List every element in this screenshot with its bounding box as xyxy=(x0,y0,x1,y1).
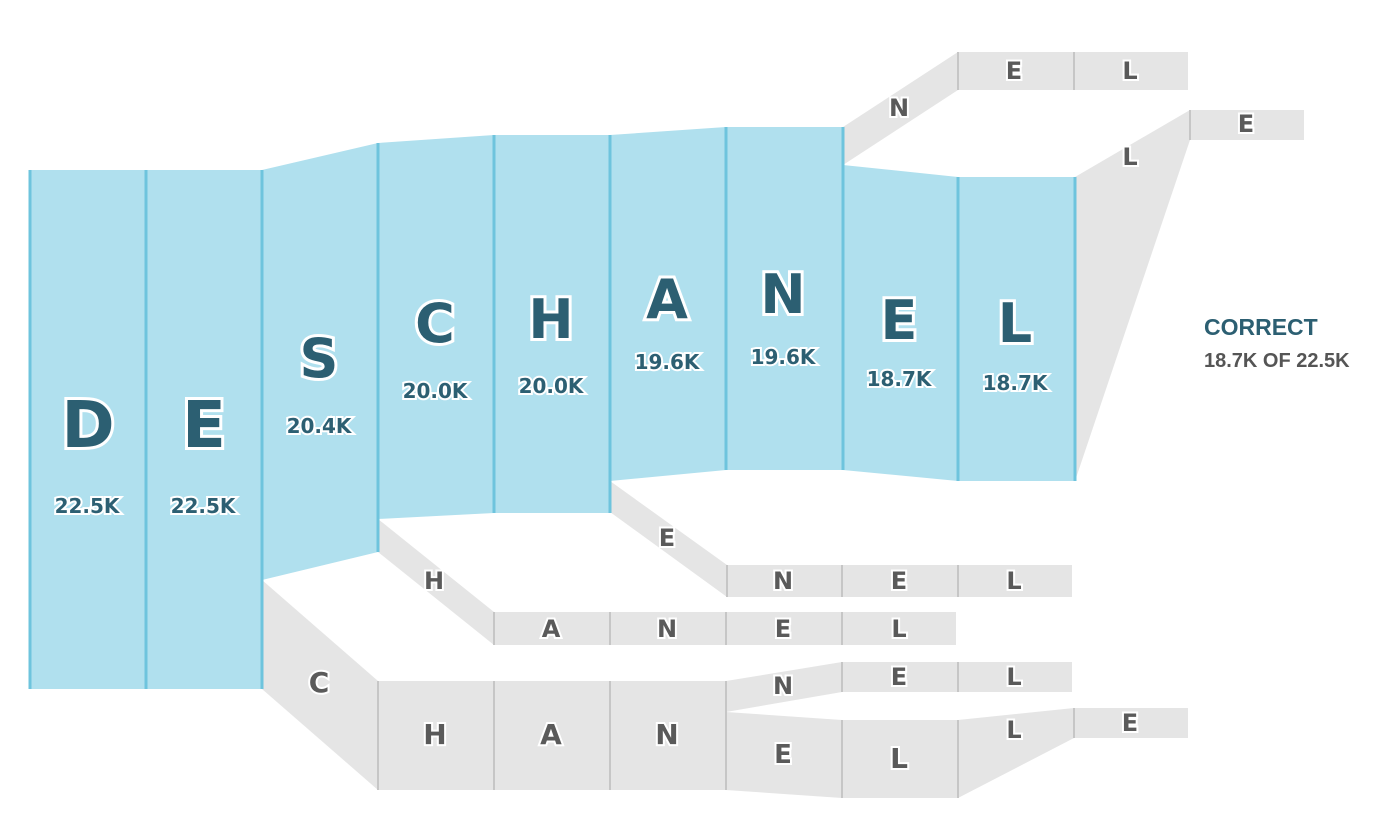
err-h-branch-h: H xyxy=(424,567,444,595)
flow-top-n xyxy=(843,52,958,165)
node-correct-a xyxy=(610,127,726,481)
flow-c-n-sub xyxy=(726,662,842,712)
letter-d: D xyxy=(61,389,114,463)
err-c-branch-c: C xyxy=(309,666,330,699)
count-s: 20.4K xyxy=(287,414,353,438)
count-a: 19.6K xyxy=(635,350,701,374)
node-h-branch-a xyxy=(494,612,610,645)
node-correct-d xyxy=(30,170,146,689)
count-e: 22.5K xyxy=(171,494,237,518)
letter-e2: E xyxy=(881,289,918,352)
err-top-l-e: E xyxy=(1238,110,1254,138)
err-c-branch-a: A xyxy=(540,718,562,751)
count-h: 20.0K xyxy=(519,374,585,398)
err-top-l: L xyxy=(1122,143,1137,171)
legend-title: CORRECT xyxy=(1204,314,1318,340)
err-h-branch-l: L xyxy=(891,615,906,643)
flow-top-l xyxy=(1075,110,1190,481)
letter-l: L xyxy=(998,292,1032,355)
count-e2: 18.7K xyxy=(867,367,933,391)
letter-c: C xyxy=(415,292,455,355)
err-top-n-e: E xyxy=(1006,57,1022,85)
error-flows xyxy=(262,52,1304,798)
letter-n: N xyxy=(760,263,805,326)
err-e-branch-e: E xyxy=(659,524,675,552)
err-h-branch-a: A xyxy=(542,615,561,643)
node-correct-e2 xyxy=(843,165,958,481)
err-e-branch-e2: E xyxy=(891,567,907,595)
err-e-branch-l: L xyxy=(1006,567,1021,595)
node-h-branch-e xyxy=(726,612,842,645)
err-c-e-e2: E xyxy=(1122,709,1138,737)
flow-c-e-sub xyxy=(726,712,842,798)
node-h-branch-l xyxy=(842,612,956,645)
node-c-e-e xyxy=(1074,708,1188,738)
correct-letters: D E S C H A N E L xyxy=(58,260,1035,466)
node-correct-n xyxy=(726,127,843,470)
node-correct-l xyxy=(958,177,1075,481)
node-top-n-e xyxy=(958,52,1074,90)
err-c-n-n: N xyxy=(773,672,793,700)
flow-e-branch xyxy=(610,481,727,597)
error-letters: N E L L E E N E L H A N E L C H A N N E … xyxy=(307,55,1256,777)
legend-subtitle: 18.7K OF 22.5K xyxy=(1204,350,1350,372)
correct-flow xyxy=(30,127,1075,689)
node-top-l-e xyxy=(1190,110,1304,140)
count-d: 22.5K xyxy=(55,494,121,518)
flow-h-branch xyxy=(378,519,494,645)
err-c-e-l: L xyxy=(890,742,908,775)
count-c: 20.0K xyxy=(403,379,469,403)
letter-e: E xyxy=(182,389,226,463)
err-c-n-l: L xyxy=(1006,663,1021,691)
err-h-branch-e: E xyxy=(775,615,791,643)
letter-h: H xyxy=(528,288,573,351)
err-c-e-e: E xyxy=(774,740,792,770)
flow-c-e-l xyxy=(842,720,958,798)
node-c-n-l xyxy=(958,662,1072,692)
correct-counts: 22.5K 22.5K 20.4K 20.0K 20.0K 19.6K 19.6… xyxy=(53,343,1051,520)
letter-a: A xyxy=(646,268,688,331)
node-top-n-l xyxy=(1074,52,1188,90)
flow-c-branch xyxy=(262,580,378,790)
err-top-n-l: L xyxy=(1122,57,1137,85)
node-e-branch-l xyxy=(958,565,1072,597)
node-correct-h xyxy=(494,135,610,513)
node-c-branch-n xyxy=(610,681,726,790)
count-n: 19.6K xyxy=(751,345,817,369)
node-h-branch-n xyxy=(610,612,726,645)
correct-legend: CORRECT 18.7K OF 22.5K xyxy=(1204,314,1350,372)
node-c-branch-h xyxy=(378,681,494,790)
node-c-branch-a xyxy=(494,681,610,790)
node-e-branch-e xyxy=(842,565,958,597)
flow-c-e-l2 xyxy=(958,708,1074,798)
err-c-branch-h: H xyxy=(423,718,446,751)
node-correct-s xyxy=(262,143,378,580)
node-correct-c xyxy=(378,135,494,519)
node-c-n-e xyxy=(842,662,958,692)
node-e-branch-n xyxy=(727,565,842,597)
err-c-n-e: E xyxy=(891,663,907,691)
node-correct-e xyxy=(146,170,262,689)
err-e-branch-n: N xyxy=(773,567,793,595)
err-top-n: N xyxy=(889,94,909,122)
correct-dividers xyxy=(28,127,1077,689)
count-l: 18.7K xyxy=(983,371,1049,395)
err-c-branch-n: N xyxy=(655,718,678,751)
err-h-branch-n: N xyxy=(657,615,677,643)
letter-s: S xyxy=(300,327,339,390)
err-c-e-l2: L xyxy=(1006,716,1021,744)
error-dividers xyxy=(377,52,1191,798)
